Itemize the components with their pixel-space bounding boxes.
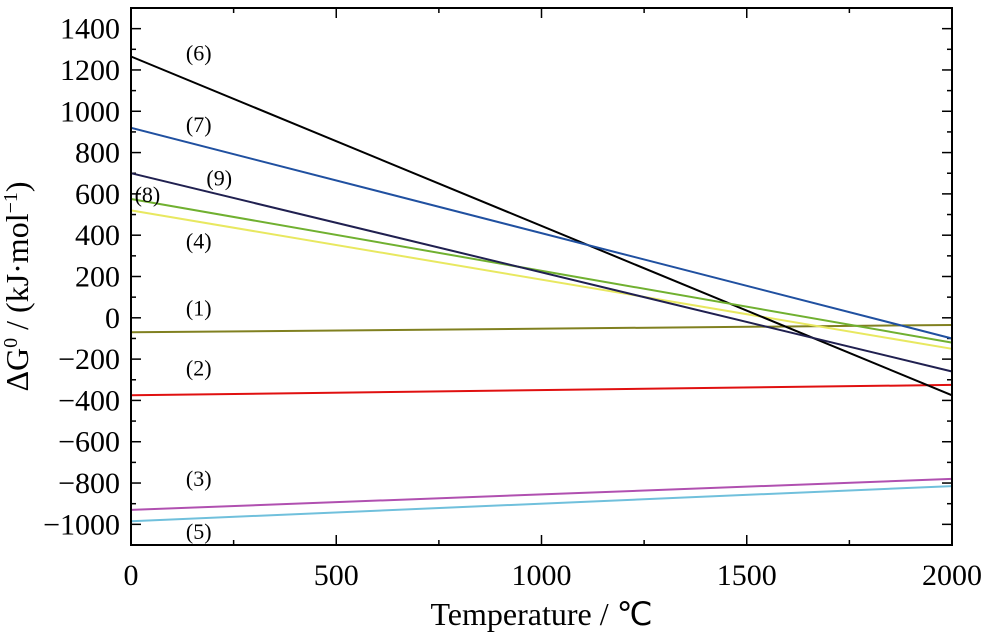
x-axis-title: Temperature / ℃ bbox=[430, 596, 652, 632]
series-label-7: (7) bbox=[186, 112, 212, 137]
y-tick-label: −400 bbox=[58, 384, 120, 417]
series-label-1: (1) bbox=[186, 296, 212, 321]
y-tick-label: −1000 bbox=[43, 508, 120, 541]
y-tick-label: 1400 bbox=[60, 13, 120, 46]
series-label-5: (5) bbox=[186, 519, 212, 544]
y-tick-label: 1200 bbox=[60, 54, 120, 87]
series-label-9: (9) bbox=[206, 166, 232, 191]
y-tick-label: 600 bbox=[75, 178, 120, 211]
x-tick-label: 1000 bbox=[512, 559, 572, 592]
series-label-2: (2) bbox=[186, 356, 212, 381]
series-lines bbox=[130, 55, 953, 523]
x-tick-labels: 0 500 1000 1500 2000 bbox=[124, 559, 983, 592]
series-label-8: (8) bbox=[135, 182, 161, 207]
x-tick-label: 500 bbox=[314, 559, 359, 592]
series-label-3: (3) bbox=[186, 466, 212, 491]
x-tick-label: 0 bbox=[124, 559, 139, 592]
series-labels: (1) (2) (3) (4) (5) (6) (7) (8) (9) bbox=[135, 41, 232, 544]
y-tick-label: −800 bbox=[58, 467, 120, 500]
series-line-8 bbox=[130, 198, 953, 344]
y-tick-label: 1000 bbox=[60, 95, 120, 128]
x-tick-label: 1500 bbox=[717, 559, 777, 592]
y-tick-label: −600 bbox=[58, 426, 120, 459]
series-line-4 bbox=[130, 209, 953, 350]
y-axis-title-main: / (kJ·mol bbox=[0, 213, 35, 338]
series-line-6 bbox=[130, 55, 953, 397]
y-axis-title-close: ) bbox=[0, 181, 35, 192]
x-tick-label: 2000 bbox=[922, 559, 982, 592]
series-line-7 bbox=[130, 126, 953, 340]
series-label-4: (4) bbox=[186, 229, 212, 254]
y-tick-label: 0 bbox=[105, 302, 120, 335]
series-line-3 bbox=[130, 477, 953, 511]
series-line-9 bbox=[130, 172, 953, 373]
plot-frame bbox=[130, 7, 953, 546]
y-tick-label: 800 bbox=[75, 137, 120, 170]
series-line-2 bbox=[130, 383, 953, 397]
axis-ticks bbox=[130, 7, 953, 546]
y-tick-label: −200 bbox=[58, 343, 120, 376]
y-axis-title: ΔG0 / (kJ·mol−1) bbox=[0, 181, 35, 391]
y-tick-label: 400 bbox=[75, 219, 120, 252]
y-tick-label: 200 bbox=[75, 261, 120, 294]
y-axis-title-prefix: ΔG bbox=[0, 348, 35, 392]
y-tick-labels: −1000 −800 −600 −400 −200 0 200 400 600 800 1000 12… bbox=[43, 13, 120, 542]
y-axis-title-superscript-1: −1 bbox=[0, 192, 22, 213]
series-line-5 bbox=[130, 485, 953, 523]
y-axis-title-superscript-0: 0 bbox=[0, 338, 22, 348]
series-label-6: (6) bbox=[186, 41, 212, 66]
